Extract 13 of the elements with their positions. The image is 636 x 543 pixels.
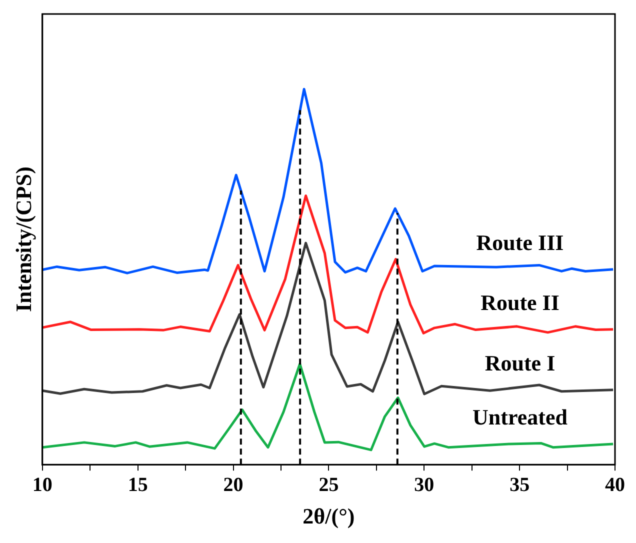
series-label: Untreated xyxy=(472,404,568,430)
x-tick-label: 20 xyxy=(223,474,244,496)
x-tick-label: 15 xyxy=(128,474,148,496)
x-tick-label: 25 xyxy=(318,474,339,496)
y-axis-title: Intensity/(CPS) xyxy=(10,166,36,312)
x-tick-label: 35 xyxy=(510,474,530,496)
series-label: Route III xyxy=(476,230,564,256)
series-label: Route I xyxy=(484,350,556,376)
x-tick-label: 30 xyxy=(414,474,434,496)
x-tick-label: 10 xyxy=(32,474,52,496)
x-axis-title: 2θ/(°) xyxy=(302,503,355,528)
x-tick-label: 40 xyxy=(605,474,625,496)
series-label: Route II xyxy=(480,290,560,316)
